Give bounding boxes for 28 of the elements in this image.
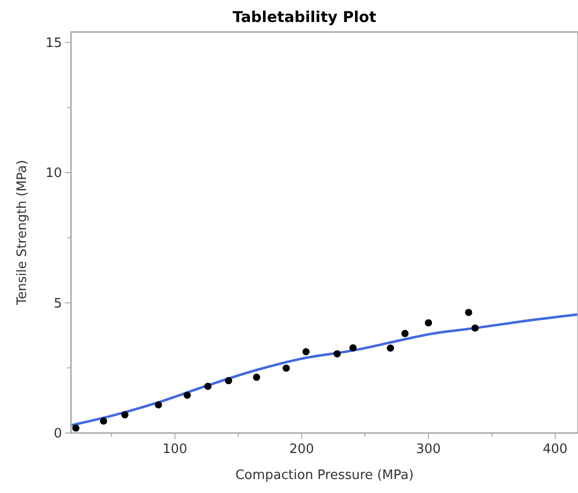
chart-title: Tabletability Plot <box>232 8 376 26</box>
x-tick-label: 200 <box>289 442 314 457</box>
point <box>121 411 128 418</box>
point <box>302 348 310 356</box>
point <box>72 424 80 432</box>
y-tick-label: 15 <box>45 36 62 51</box>
point <box>401 330 409 338</box>
y-tick-label: 0 <box>54 426 62 442</box>
x-tick-label: 400 <box>542 442 568 457</box>
point <box>204 382 212 390</box>
point <box>252 374 260 381</box>
point <box>471 324 479 332</box>
y-tick-label: 5 <box>54 296 62 312</box>
point <box>334 350 341 358</box>
x-tick-label: 300 <box>416 442 441 457</box>
x-axis-title: Compaction Pressure (MPa) <box>235 468 414 483</box>
point <box>424 319 432 326</box>
y-tick-label: 10 <box>45 166 62 182</box>
point <box>184 392 191 399</box>
point <box>386 344 394 352</box>
point <box>349 344 357 352</box>
point <box>465 308 472 316</box>
point <box>100 417 108 425</box>
point <box>154 401 162 408</box>
point <box>282 364 290 372</box>
y-axis-title: Tensile Strength (MPa) <box>15 160 30 306</box>
x-tick-label: 100 <box>162 442 188 457</box>
point <box>224 377 232 384</box>
